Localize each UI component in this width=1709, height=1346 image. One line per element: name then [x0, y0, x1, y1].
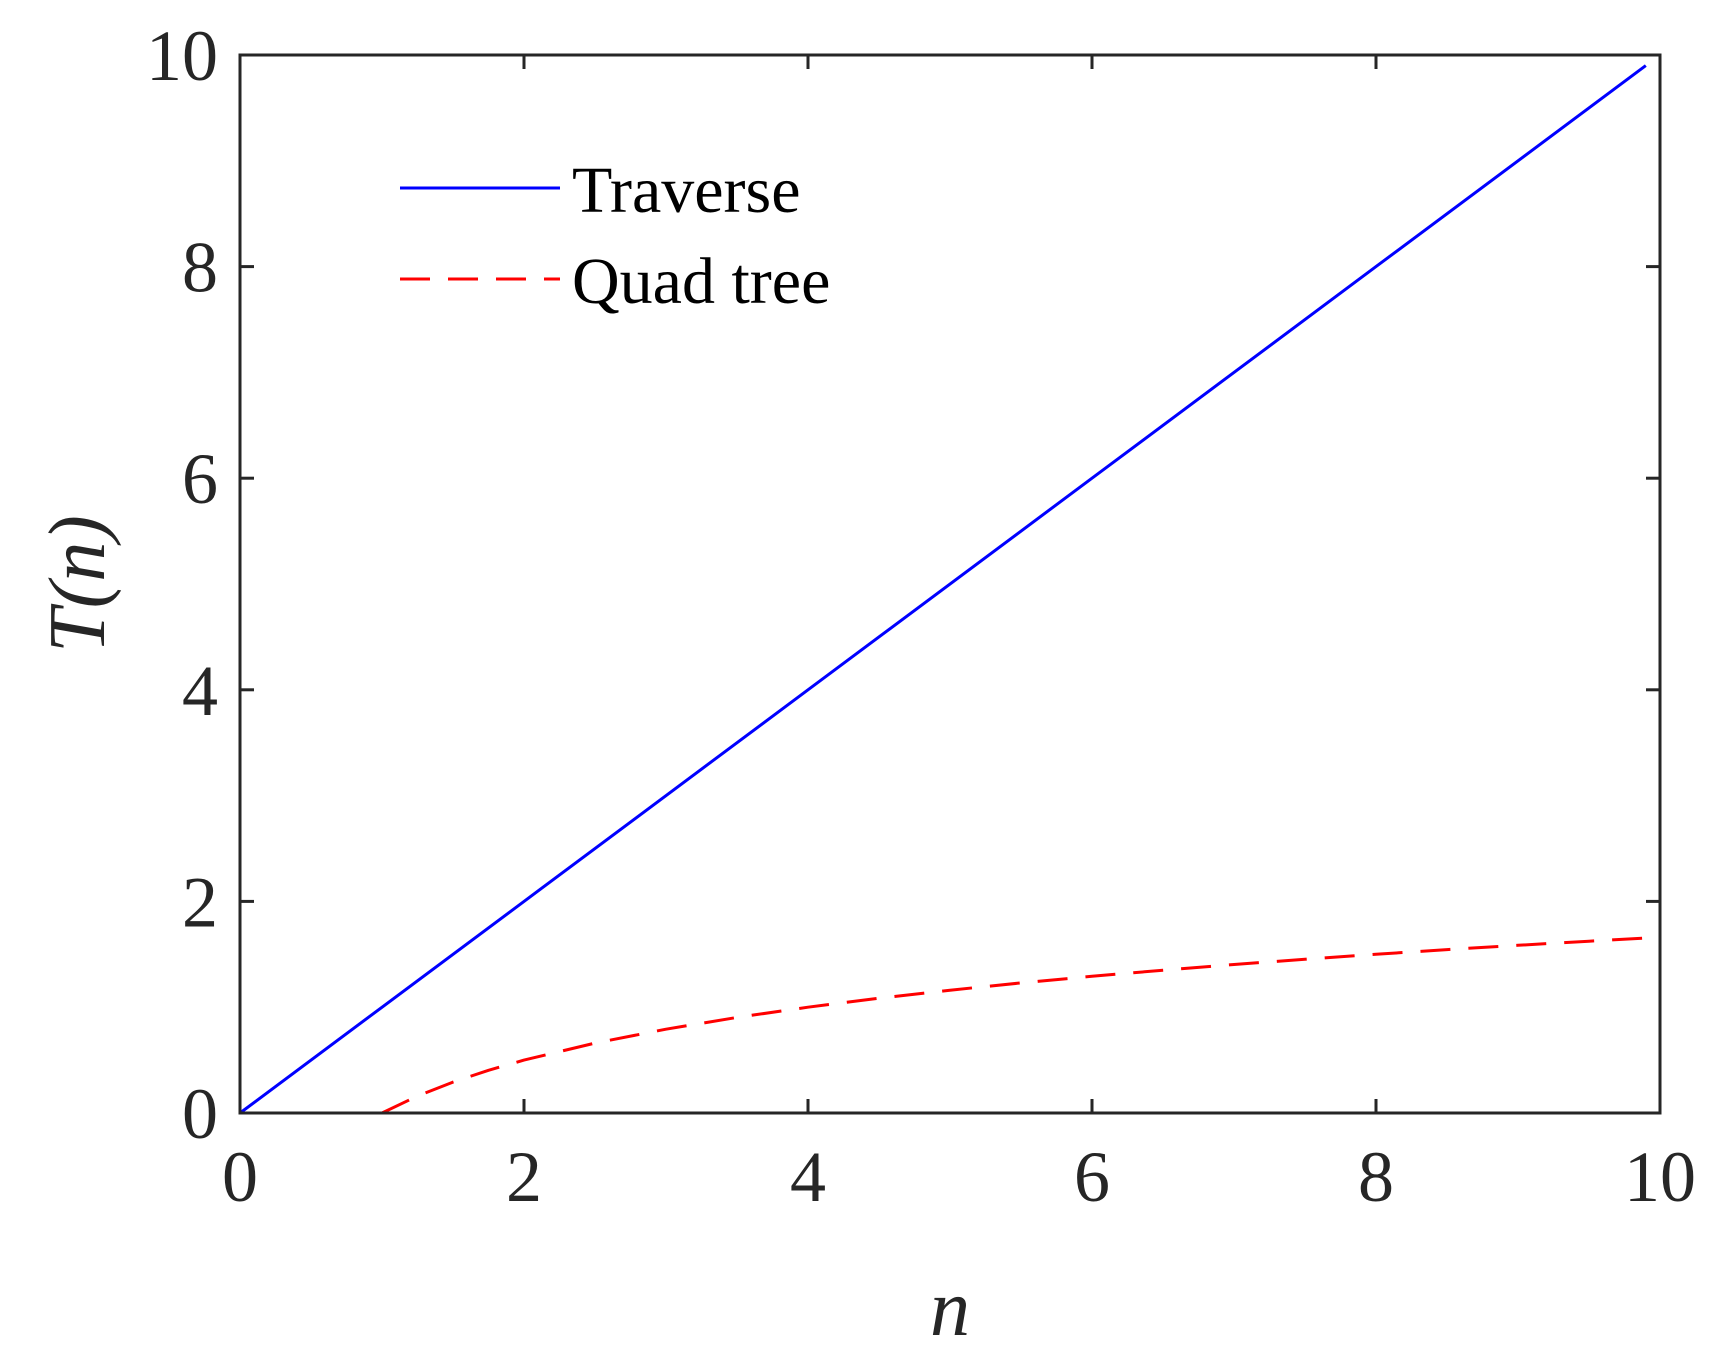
- series-line-traverse: [239, 64, 1647, 1115]
- x-ticks: 0 2 4 6 8 10: [222, 55, 1696, 1217]
- y-axis-label: T(n): [34, 515, 122, 653]
- y-tick-label: 6: [182, 439, 218, 519]
- x-tick-label: 6: [1074, 1137, 1110, 1217]
- y-axis-label-main: T: [34, 603, 122, 653]
- legend: Traverse Quad tree: [400, 154, 830, 318]
- legend-label-traverse: Traverse: [572, 154, 801, 227]
- series-lines: [239, 64, 1661, 1115]
- x-tick-label: 10: [1624, 1137, 1696, 1217]
- y-tick-label: 0: [182, 1074, 218, 1154]
- y-tick-label: 2: [182, 862, 218, 942]
- series-line-quad-tree: [381, 935, 1661, 1115]
- y-ticks: 0 2 4 6 8 10: [146, 16, 1660, 1154]
- x-tick-label: 0: [222, 1137, 258, 1217]
- y-tick-label: 8: [182, 228, 218, 308]
- y-tick-label: 4: [182, 651, 218, 731]
- x-tick-label: 4: [790, 1137, 826, 1217]
- y-tick-label: 10: [146, 16, 218, 96]
- y-axis-label-arg: (n): [34, 515, 122, 608]
- x-tick-label: 8: [1358, 1137, 1394, 1217]
- x-tick-label: 2: [506, 1137, 542, 1217]
- x-axis-label: n: [930, 1265, 970, 1346]
- plot-frame: [238, 53, 1662, 1115]
- legend-label-quad-tree: Quad tree: [572, 245, 830, 318]
